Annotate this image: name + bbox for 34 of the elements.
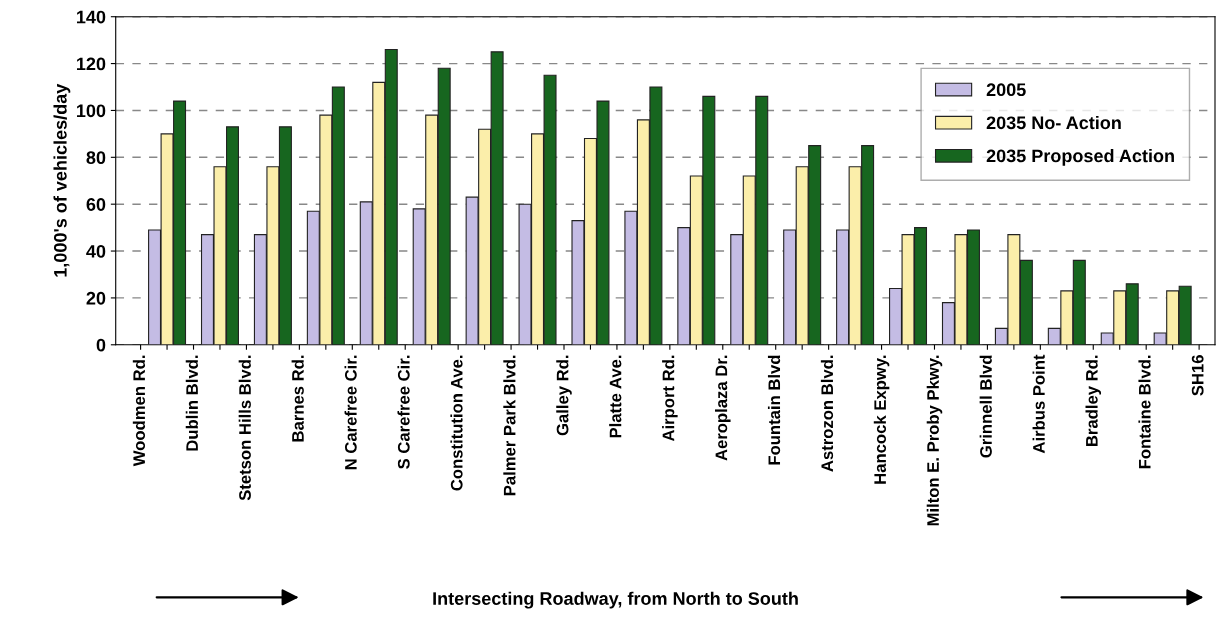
x-tick-label: Airport Rd. [662, 355, 678, 442]
x-tick-label: Aeroplaza Dr. [715, 355, 731, 461]
x-tick-label: Fontaine Blvd. [1138, 355, 1151, 469]
y-tick-label: 100 [77, 104, 106, 118]
y-axis-title: 1,000's of vehicles/day [53, 83, 71, 277]
x-tick-label: Dublin Blvd. [185, 355, 198, 451]
x-tick-label: Stetson Hills Blvd. [238, 355, 251, 501]
legend-label: 2005 [986, 83, 1026, 97]
x-tick-label: Airbus Point [1032, 354, 1045, 454]
y-tick-label: 20 [86, 291, 106, 305]
x-tick-label: Platte Ave. [609, 355, 622, 438]
x-axis-title: Intersecting Roadway, from North to South [433, 591, 798, 609]
x-tick-label: SH16 [1191, 355, 1204, 396]
x-tick-label: Hancock Expwy. [873, 355, 890, 484]
y-tick-label: 40 [86, 244, 106, 258]
y-tick-label: 80 [86, 151, 106, 165]
x-tick-label: Milton E. Proby Pkwy. [926, 355, 943, 526]
x-tick-label: N Carefree Cir. [344, 355, 357, 470]
x-tick-label: Fountain Blvd [767, 355, 781, 465]
legend-label: 2035 No- Action [986, 115, 1121, 130]
x-tick-label: Barnes Rd. [291, 355, 304, 442]
y-tick-label: 0 [96, 338, 106, 352]
x-tick-label: Grinnell Blvd [979, 355, 992, 458]
y-tick-label: 120 [77, 57, 106, 71]
x-tick-label: Astrozon Blvd. [820, 355, 834, 472]
y-tick-label: 140 [77, 10, 106, 24]
y-tick-label: 60 [86, 198, 106, 211]
x-tick-label: Constitution Ave. [450, 355, 463, 491]
x-tick-label: Galley Rd. [556, 355, 572, 436]
x-tick-label: S Carefree Cir. [397, 355, 410, 469]
legend-label: 2035 Proposed Action [986, 149, 1174, 166]
x-tick-label: Woodmen Rd. [132, 355, 146, 467]
x-tick-label: Palmer Park Blvd. [503, 355, 516, 496]
x-tick-label: Bradley Rd. [1085, 355, 1102, 447]
